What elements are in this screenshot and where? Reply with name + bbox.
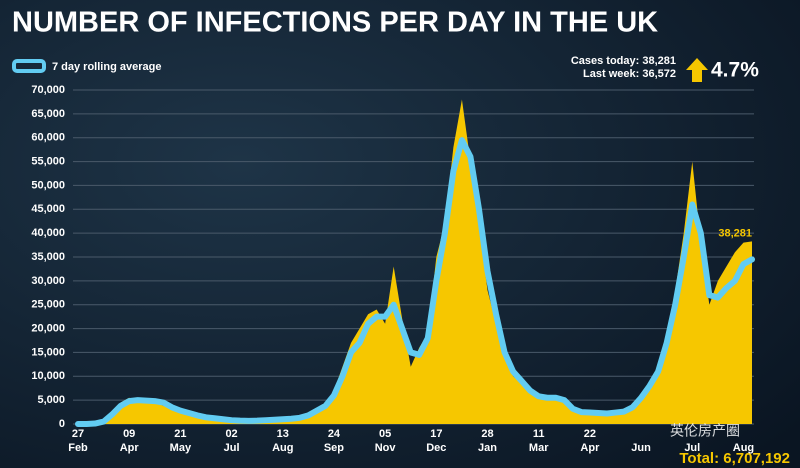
- y-tick-label: 20,000: [31, 322, 65, 334]
- x-tick-month: Aug: [272, 442, 293, 454]
- x-tick-month: Feb: [68, 442, 88, 454]
- x-tick-day: 05: [379, 428, 391, 440]
- x-tick-month: Mar: [529, 442, 549, 454]
- y-tick-label: 15,000: [31, 346, 65, 358]
- x-tick-month: Apr: [120, 442, 140, 454]
- y-tick-label: 0: [59, 418, 65, 430]
- y-tick-label: 60,000: [31, 132, 65, 144]
- data-label: 38,281: [718, 227, 752, 239]
- x-tick-day: 02: [225, 428, 237, 440]
- stat-today: Cases today: 38,281: [571, 55, 676, 67]
- x-tick-day: 13: [277, 428, 289, 440]
- legend-label: 7 day rolling average: [52, 61, 161, 73]
- x-tick-day: 27: [72, 428, 84, 440]
- x-tick-day: 28: [481, 428, 493, 440]
- rolling-average-line: [75, 137, 755, 427]
- x-tick-month: May: [170, 442, 192, 454]
- x-tick-month: Nov: [375, 442, 397, 454]
- chart-title: NUMBER OF INFECTIONS PER DAY IN THE UK: [12, 7, 658, 39]
- y-tick-label: 5,000: [37, 394, 65, 406]
- change-percent: 4.7%: [711, 59, 759, 82]
- up-arrow-icon: [686, 58, 708, 82]
- plot: 0 5,000 10,000 15,000 20,000 25,000 30,000 35,0…: [31, 84, 755, 454]
- y-tick-label: 10,000: [31, 370, 65, 382]
- y-tick-label: 25,000: [31, 299, 65, 311]
- y-tick-label: 70,000: [31, 84, 65, 96]
- y-tick-label: 55,000: [31, 155, 65, 167]
- y-tick-label: 65,000: [31, 108, 65, 120]
- x-tick-day: 17: [430, 428, 442, 440]
- y-tick-label: 40,000: [31, 227, 65, 239]
- x-tick-day: 22: [584, 428, 596, 440]
- y-tick-label: 45,000: [31, 203, 65, 215]
- x-tick-day: 21: [174, 428, 186, 440]
- total: Total: 6,707,192: [679, 450, 790, 467]
- y-tick-label: 35,000: [31, 251, 65, 263]
- x-tick-month: Aug: [733, 442, 754, 454]
- y-tick-label: 50,000: [31, 179, 65, 191]
- x-tick-month: Jul: [224, 442, 240, 454]
- y-tick-label: 30,000: [31, 275, 65, 287]
- x-tick-month: Jun: [631, 442, 651, 454]
- x-tick-day: 11: [533, 428, 545, 440]
- x-tick-month: Apr: [580, 442, 600, 454]
- x-tick-month: Dec: [426, 442, 446, 454]
- x-tick-month: Sep: [324, 442, 344, 454]
- legend-swatch: [12, 59, 46, 73]
- stat-last-week: Last week: 36,572: [583, 68, 676, 80]
- x-tick-month: Jul: [684, 442, 700, 454]
- x-tick-day: 09: [123, 428, 135, 440]
- watermark: 英伦房产圈: [670, 423, 740, 439]
- x-tick-day: 24: [328, 428, 341, 440]
- x-tick-month: Jan: [478, 442, 497, 454]
- daily-area: [78, 99, 752, 425]
